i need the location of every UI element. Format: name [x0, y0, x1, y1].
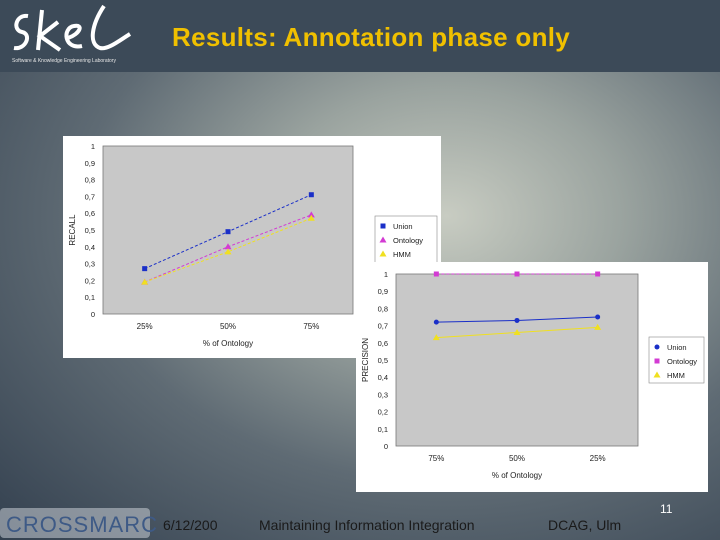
precision-ytick-label: 0,9: [378, 287, 388, 296]
precision-ytick-label: 0,3: [378, 390, 388, 399]
recall-hmm-point: [307, 214, 315, 221]
precision-ontology-point: [514, 271, 520, 277]
logo-subtitle: Software & Knowledge Engineering Laborat…: [12, 58, 116, 64]
recall-ytick-label: 0,7: [85, 192, 95, 201]
recall-ytick-label: 0,1: [85, 293, 95, 302]
recall-ytick-label: 0,5: [85, 226, 95, 235]
recall-ytick-label: 0,4: [85, 243, 95, 252]
recall-ytick-label: 0,9: [85, 159, 95, 168]
recall-ytick-label: 0: [91, 310, 95, 319]
slide-number: 11: [660, 502, 673, 516]
recall-ontology-point: [224, 243, 232, 250]
precision-xlabel: % of Ontology: [492, 471, 542, 480]
precision-ytick-label: 0,7: [378, 322, 388, 331]
recall-ytick-label: 0,6: [85, 209, 95, 218]
recall-chart: 0 0,1 0,2 0,3 0,4 0,5 0,6 0,7 0,8 0,9 1 25% 50% 75% % …: [68, 142, 438, 348]
precision-xtick-label: 50%: [509, 454, 525, 463]
precision-hmm-point: [432, 334, 440, 341]
recall-legend-ontology-marker: [379, 236, 387, 243]
precision-legend-ontology-marker: [654, 358, 660, 364]
precision-hmm-point: [513, 328, 521, 335]
precision-union-point: [514, 317, 520, 323]
crossmarc-logo: CROSSMARC: [0, 508, 158, 538]
recall-union-point: [308, 192, 314, 198]
precision-union-point: [595, 314, 601, 320]
recall-ontology-point: [307, 211, 315, 218]
recall-union-point: [225, 229, 231, 235]
recall-ytick-label: 1: [91, 142, 95, 151]
precision-ontology-point: [595, 271, 601, 277]
recall-union-point: [142, 266, 148, 272]
recall-legend-union-marker: [380, 223, 386, 229]
crossmarc-label: CROSSMARC: [6, 512, 158, 537]
precision-ytick-label: 0,8: [378, 304, 388, 313]
precision-ytick-label: 1: [384, 270, 388, 279]
precision-ytick-label: 0,5: [378, 356, 388, 365]
precision-hmm-point: [594, 323, 602, 330]
precision-ontology-point: [433, 271, 439, 277]
recall-xtick-label: 50%: [220, 322, 236, 331]
precision-chart-panel: 0 0,1 0,2 0,3 0,4 0,5 0,6 0,7 0,8 0,9 1 75% 50% 25% % …: [356, 262, 708, 492]
precision-legend-hmm-label: HMM: [667, 371, 685, 380]
precision-ylabel: PRECISION: [361, 338, 370, 382]
recall-legend-ontology-label: Ontology: [393, 236, 423, 245]
recall-ytick-label: 0,2: [85, 276, 95, 285]
precision-xtick-label: 75%: [428, 454, 444, 463]
precision-legend-hmm-marker: [653, 371, 661, 378]
footer-date: 6/12/200: [163, 517, 218, 533]
precision-xtick-label: 25%: [590, 454, 606, 463]
recall-xtick-label: 75%: [303, 322, 319, 331]
precision-ytick-label: 0,2: [378, 408, 388, 417]
precision-ytick-label: 0,4: [378, 373, 388, 382]
precision-legend-ontology-label: Ontology: [667, 357, 697, 366]
precision-plot-area: [395, 273, 639, 447]
recall-hmm-point: [141, 278, 149, 285]
precision-chart: 0 0,1 0,2 0,3 0,4 0,5 0,6 0,7 0,8 0,9 1 75% 50% 25% % …: [361, 270, 705, 480]
slide-title: Results: Annotation phase only: [172, 22, 571, 52]
recall-legend-hmm-marker: [379, 250, 387, 257]
recall-legend-union-label: Union: [393, 222, 413, 231]
precision-ytick-label: 0: [384, 442, 388, 451]
header-bar: Software & Knowledge Engineering Laborat…: [0, 0, 720, 72]
precision-ytick-label: 0,1: [378, 425, 388, 434]
footer-venue: DCAG, Ulm: [548, 517, 622, 533]
recall-ytick-label: 0,3: [85, 260, 95, 269]
recall-ylabel: RECALL: [68, 214, 77, 246]
recall-xlabel: % of Ontology: [203, 339, 253, 348]
recall-hmm-point: [224, 248, 232, 255]
recall-xtick-label: 25%: [137, 322, 153, 331]
precision-union-point: [433, 319, 439, 325]
precision-ytick-label: 0,6: [378, 339, 388, 348]
recall-chart-panel: 0 0,1 0,2 0,3 0,4 0,5 0,6 0,7 0,8 0,9 1 25% 50% 75% % …: [63, 136, 441, 358]
precision-legend-union-label: Union: [667, 343, 687, 352]
recall-legend-hmm-label: HMM: [393, 250, 411, 259]
skel-logo: [13, 4, 132, 52]
footer-talk-title: Maintaining Information Integration: [259, 517, 475, 533]
precision-legend-union-marker: [654, 344, 660, 350]
recall-ytick-label: 0,8: [85, 176, 95, 185]
